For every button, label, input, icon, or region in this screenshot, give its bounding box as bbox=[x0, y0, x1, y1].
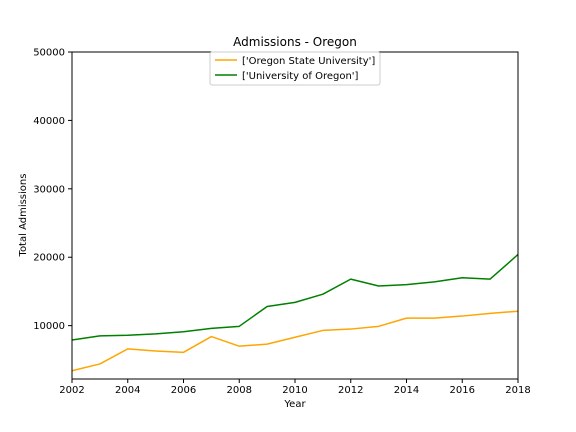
x-tick-label: 2002 bbox=[59, 385, 84, 396]
chart-title: Admissions - Oregon bbox=[233, 35, 357, 49]
series-line-university-of-oregon bbox=[71, 253, 519, 341]
legend-label-university-of-oregon: ['University of Oregon'] bbox=[242, 71, 359, 82]
x-tick-label: 2004 bbox=[115, 385, 140, 396]
x-tick-label: 2018 bbox=[505, 385, 530, 396]
x-tick-label: 2012 bbox=[338, 385, 363, 396]
y-tick-label: 50000 bbox=[33, 48, 65, 59]
y-axis: 10000 20000 30000 40000 50000 bbox=[33, 48, 72, 332]
x-tick-label: 2014 bbox=[394, 385, 419, 396]
y-axis-label: Total Admissions bbox=[18, 174, 29, 258]
legend: ['Oregon State University'] ['University… bbox=[209, 51, 381, 86]
y-tick-label: 30000 bbox=[33, 184, 65, 195]
y-tick-label: 10000 bbox=[33, 321, 65, 332]
series-line-oregon-state bbox=[71, 310, 519, 372]
y-tick-label: 40000 bbox=[33, 116, 65, 127]
x-tick-label: 2008 bbox=[227, 385, 252, 396]
x-tick-label: 2010 bbox=[282, 385, 307, 396]
legend-label-oregon-state: ['Oregon State University'] bbox=[242, 56, 375, 67]
x-axis-label: Year bbox=[283, 399, 306, 410]
x-tick-label: 2016 bbox=[450, 385, 475, 396]
y-tick-label: 20000 bbox=[33, 253, 65, 264]
x-tick-label: 2006 bbox=[171, 385, 196, 396]
legend-box bbox=[209, 51, 381, 86]
series-layer bbox=[71, 253, 519, 372]
x-axis: 2002 2004 2006 2008 2010 2012 2014 2016 2018 bbox=[59, 379, 531, 396]
